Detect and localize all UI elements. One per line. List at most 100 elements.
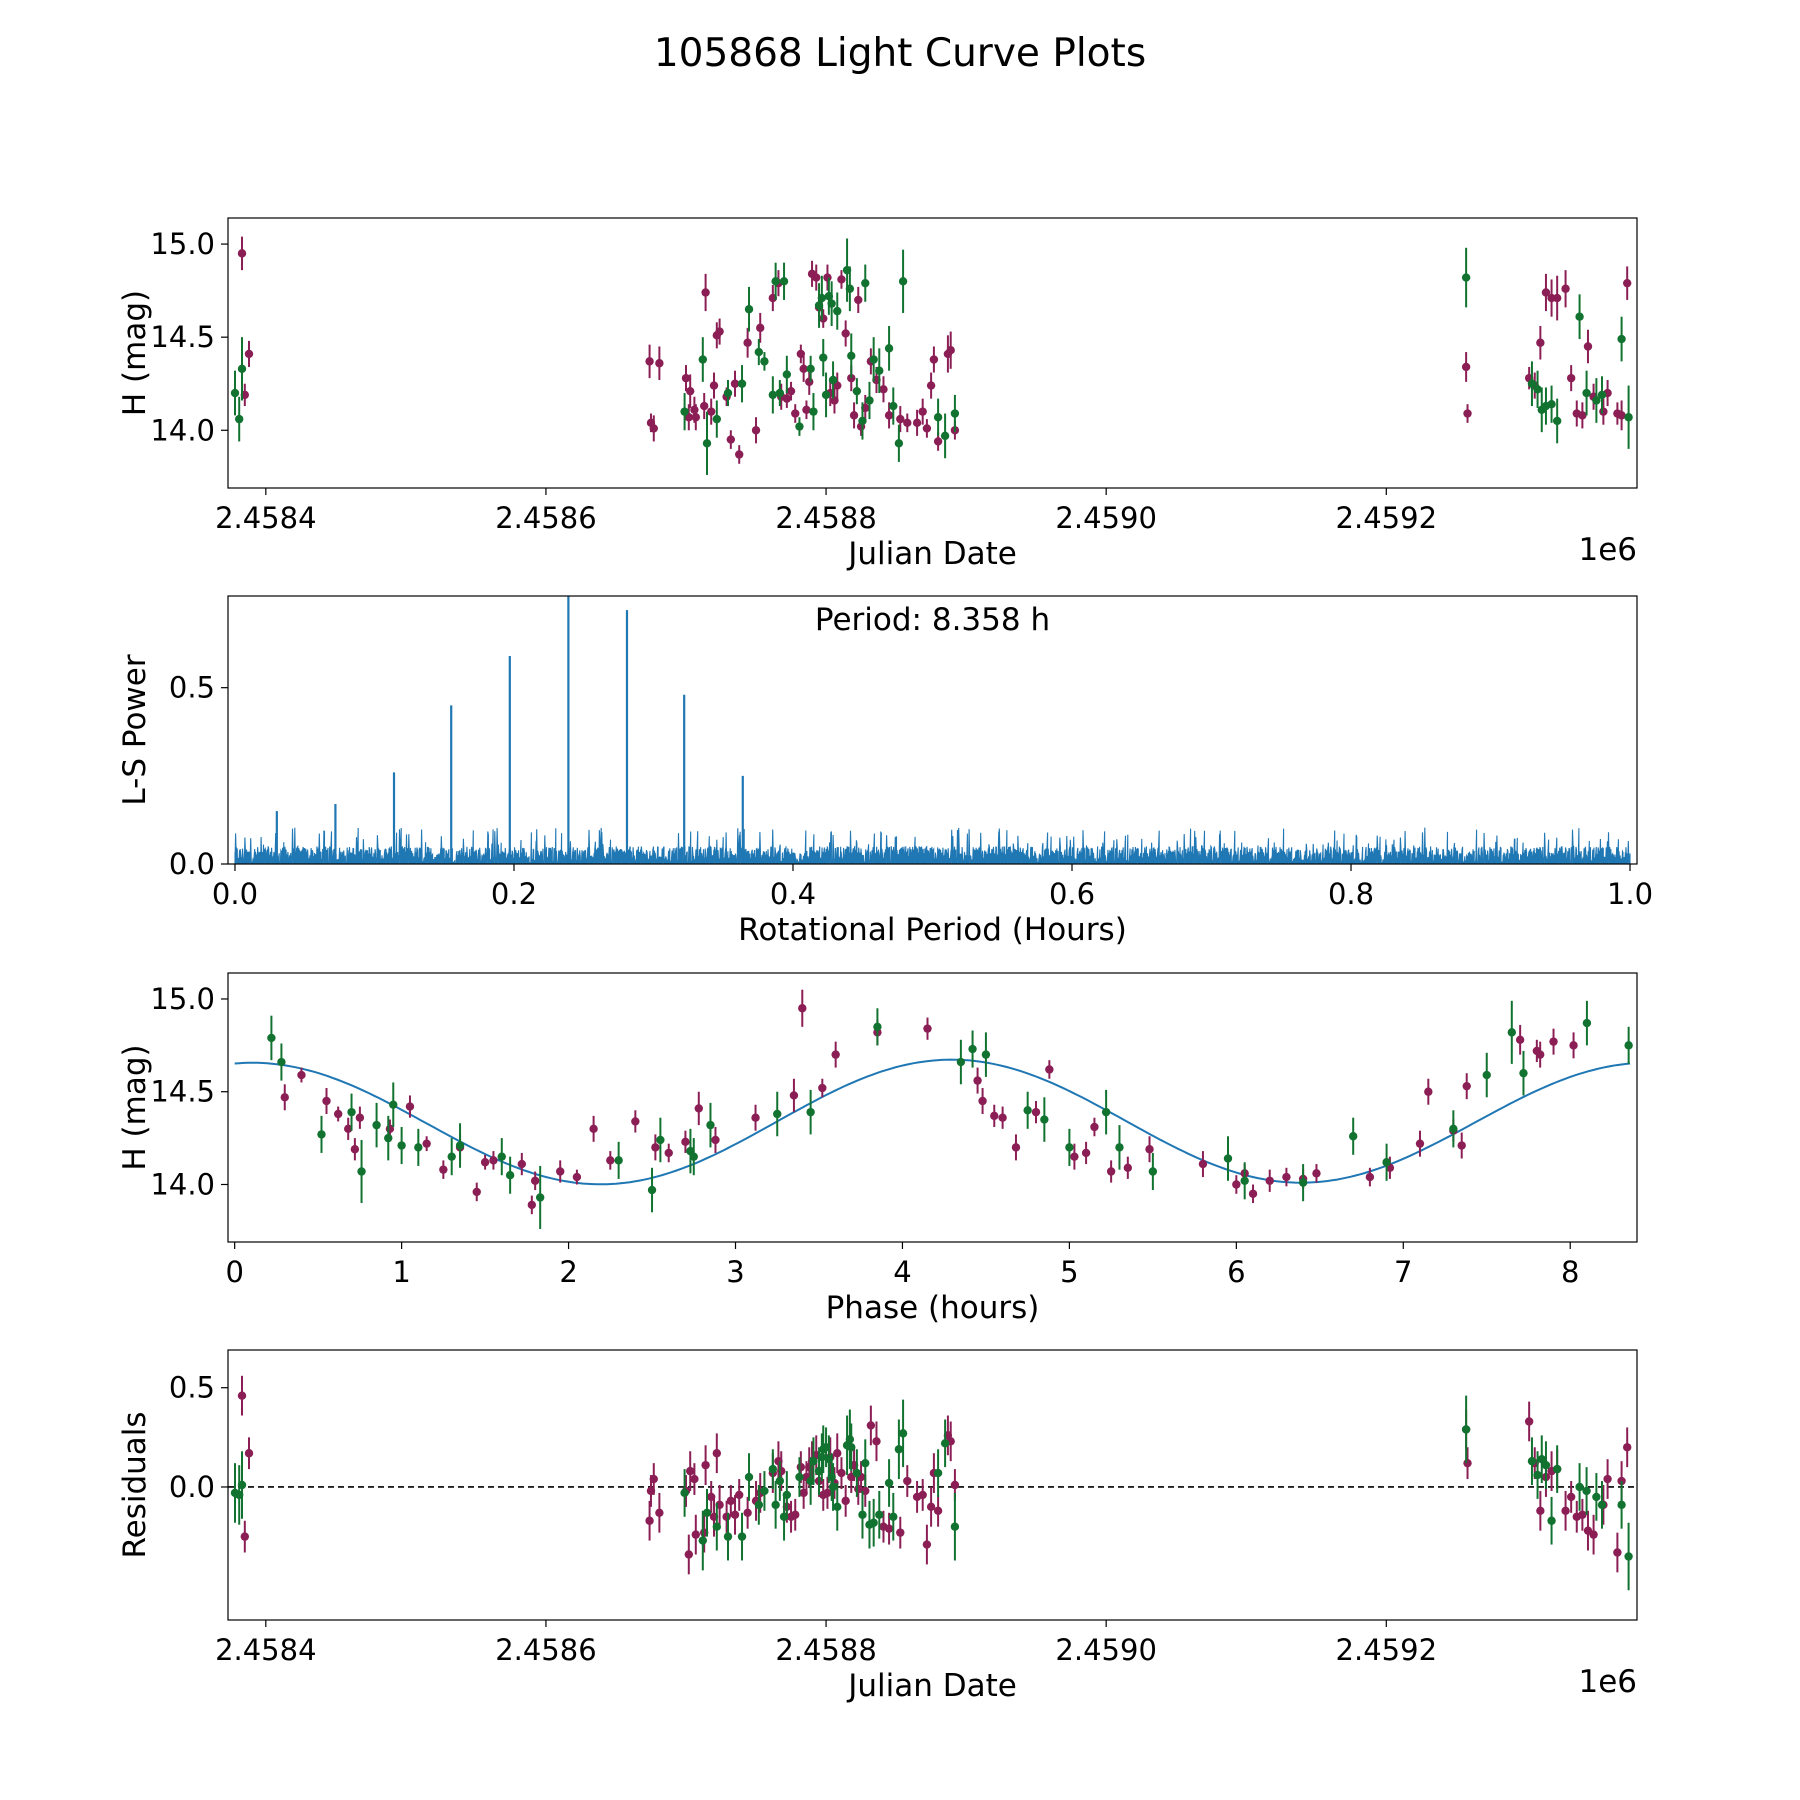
filter_b-point [782,370,792,379]
x-axis-label: Rotational Period (Hours) [738,912,1127,948]
filter_a-point [1524,1417,1534,1426]
filter_a-point [1070,1152,1079,1161]
filter_a-point [709,381,719,390]
filter_a-point [480,1158,490,1167]
filter_a-point [1106,1167,1116,1176]
filter_b-point [1552,416,1562,426]
filter_a-point [1566,373,1576,383]
filter_b-point [1507,1028,1516,1037]
filter_a-point [649,424,658,433]
filter_a-point [946,346,955,355]
filter_b-point [1223,1154,1233,1163]
filter_a-point [884,1524,894,1533]
figure-title: 105868 Light Curve Plots [654,31,1146,76]
y-tick-label: 14.5 [150,320,215,354]
filter_b-point [1148,1167,1158,1176]
filter_a-point [1566,1492,1576,1502]
filter_b-point [1582,1018,1592,1028]
filter_a-point [791,409,800,418]
x-tick-label: 2.4588 [775,501,876,535]
filter_b-point [357,1167,366,1176]
filter_b-point [852,1468,862,1478]
filter_a-point [918,407,927,416]
filter_a-point [297,1070,306,1080]
filter_a-point [1462,1081,1471,1091]
filter_b-point [858,416,867,426]
x-offset-label: 1e6 [1578,532,1637,568]
filter_a-point [1365,1172,1375,1182]
filter_a-point [751,1113,760,1122]
filter_b-point [779,277,789,286]
filter_a-point [1045,1065,1054,1074]
filter_b-point [702,1508,712,1517]
filter_a-point [651,1143,660,1152]
filter_a-point [777,1466,786,1476]
filter_b-point [230,388,240,398]
light-curve-plot-area [230,236,1633,475]
y-tick-label: 15.0 [150,982,215,1016]
filter_b-point [806,364,815,374]
filter_a-point [1613,1548,1622,1557]
filter_b-point [1592,1492,1601,1502]
x-tick-label: 7 [1394,1255,1412,1289]
filter_b-point [1461,273,1471,282]
filter_b-point [680,1488,689,1498]
filter_a-point [1312,1169,1321,1178]
filter_b-point [833,306,842,316]
filter_b-point [1552,1464,1562,1474]
x-tick-label: 2.4590 [1055,501,1156,535]
y-axis-label: H (mag) [117,290,153,416]
x-tick-label: 6 [1227,1255,1245,1289]
filter_a-point [240,1532,250,1541]
filter_b-point [277,1057,286,1067]
filter_a-point [1515,1035,1525,1044]
x-tick-label: 0 [225,1255,243,1289]
x-tick-label: 3 [726,1255,744,1289]
filter_a-point [694,1104,703,1113]
filter_b-point [845,284,855,293]
filter_b-point [869,355,878,364]
filter_b-point [237,1480,247,1490]
filter_a-point [973,1076,982,1085]
filter_b-point [389,1100,398,1109]
x-tick-label: 0.0 [212,877,258,911]
phased-light-curve-plot-area [234,989,1633,1230]
filter_a-point [343,1124,353,1134]
filter_a-point [950,1480,960,1490]
filter_a-point [1011,1143,1021,1152]
filter_b-point [317,1130,326,1139]
filter_a-point [872,1437,881,1446]
filter_a-point [707,407,716,416]
filter_a-point [866,1421,876,1430]
x-tick-label: 2.4592 [1336,1633,1437,1667]
filter_b-point [1582,1486,1591,1496]
filter_a-point [405,1102,415,1111]
filter_b-point [827,1472,836,1482]
filter_b-point [712,414,722,424]
filter_a-point [711,1135,720,1145]
x-tick-label: 2.4586 [495,501,596,535]
filter_b-point [267,1033,276,1043]
filter_a-point [837,275,846,284]
y-tick-label: 0.5 [169,671,215,705]
filter_a-point [645,1516,654,1525]
filter_a-point [1622,278,1632,288]
filter_b-point [875,1510,884,1519]
filter_a-point [1232,1180,1241,1189]
axes-layer: 2.4584 2.4586 2.4588 2.4590 2.459214.014.515… [117,217,1653,1704]
filter_a-point [472,1187,481,1197]
phased-light-curve-frame [227,972,1638,1243]
filter_b-point [1597,390,1607,400]
filter_b-point [940,1439,950,1448]
filter_b-point [1298,1178,1308,1187]
filter_a-point [489,1156,498,1165]
filter_b-point [737,379,747,388]
filter_a-point [572,1172,582,1182]
filter_b-point [847,1443,856,1452]
x-axis-label: Julian Date [846,536,1017,572]
filter_a-point [701,288,710,297]
filter_a-point [854,295,863,305]
filter_a-point [789,1091,799,1100]
periodogram-plot-area [234,596,1631,864]
